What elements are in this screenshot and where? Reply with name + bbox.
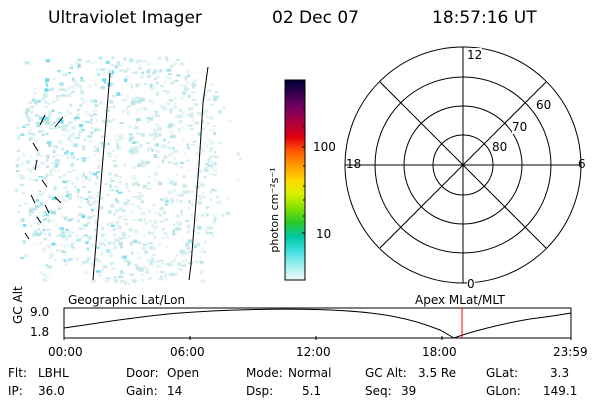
glon-label: GLon:: [486, 384, 521, 398]
geographic-image-panel: [15, 56, 242, 285]
dsp-value: 5.1: [302, 384, 322, 398]
colorbar: photon cm⁻²s⁻¹: [268, 79, 306, 281]
door-label: Door:: [126, 366, 159, 380]
time-tick-1200: 12:00: [296, 345, 331, 359]
time-tick-0000: 00:00: [48, 345, 83, 359]
colorbar-gradient: [284, 79, 306, 281]
apex-mlat-mlt-label: Apex MLat/MLT: [415, 293, 505, 307]
colorbar-tick-10: 10: [316, 227, 332, 241]
mlt-label-6: 6: [578, 157, 586, 171]
flt-label: Flt:: [8, 366, 27, 380]
altitude-curve: [63, 308, 572, 339]
gain-label: Gain:: [126, 384, 158, 398]
seq-value: 39: [401, 384, 417, 398]
time-tick-1800: 18:00: [422, 345, 457, 359]
glon-value: 149.1: [543, 384, 578, 398]
time-label: 18:57:16 UT: [432, 8, 537, 28]
gc-alt-axis-label: GC Alt: [11, 286, 25, 324]
mlt-label-18: 18: [346, 157, 362, 171]
time-axis-ticks: [63, 336, 572, 340]
meridian-line-right: [188, 66, 209, 281]
lat-label-80: 80: [492, 140, 508, 154]
polar-mlat-mlt-plot: [344, 46, 582, 284]
glat-value: 3.3: [550, 366, 570, 380]
date-label: 02 Dec 07: [272, 8, 359, 28]
geographic-latlon-label: Geographic Lat/Lon: [68, 293, 186, 307]
flt-value: LBHL: [38, 366, 69, 380]
instrument-title: Ultraviolet Imager: [48, 8, 202, 28]
uv-emission-speckles: [15, 56, 242, 285]
orbit-altitude-plot: [63, 307, 572, 340]
ip-value: 36.0: [38, 384, 65, 398]
dsp-label: Dsp:: [246, 384, 274, 398]
ip-label: IP:: [8, 384, 23, 398]
polar-diagonal-2: [379, 81, 547, 249]
door-value: Open: [167, 366, 200, 380]
gcalt-label: GC Alt:: [365, 366, 407, 380]
alt-tick-9: 9.0: [30, 305, 50, 319]
mlt-label-12: 12: [467, 48, 483, 62]
mlt-label-0: 0: [467, 277, 475, 291]
colorbar-ticks: [302, 107, 305, 234]
meridian-line-left: [92, 72, 111, 281]
gcalt-value: 3.5 Re: [418, 366, 457, 380]
gain-value: 14: [167, 384, 183, 398]
lat-label-70: 70: [512, 120, 528, 134]
seq-label: Seq:: [365, 384, 392, 398]
time-tick-2359: 23:59: [553, 345, 588, 359]
colorbar-tick-100: 100: [313, 140, 336, 154]
colorbar-unit-label: photon cm⁻²s⁻¹: [268, 167, 281, 252]
altitude-plot-frame: [63, 307, 572, 339]
alt-tick-1-8: 1.8: [30, 325, 50, 339]
glat-label: GLat:: [486, 366, 519, 380]
lat-label-60: 60: [536, 98, 552, 112]
time-tick-0600: 06:00: [170, 345, 205, 359]
mode-label: Mode:: [246, 366, 283, 380]
mode-value: Normal: [288, 366, 332, 380]
coastline-fragments: [24, 114, 64, 240]
